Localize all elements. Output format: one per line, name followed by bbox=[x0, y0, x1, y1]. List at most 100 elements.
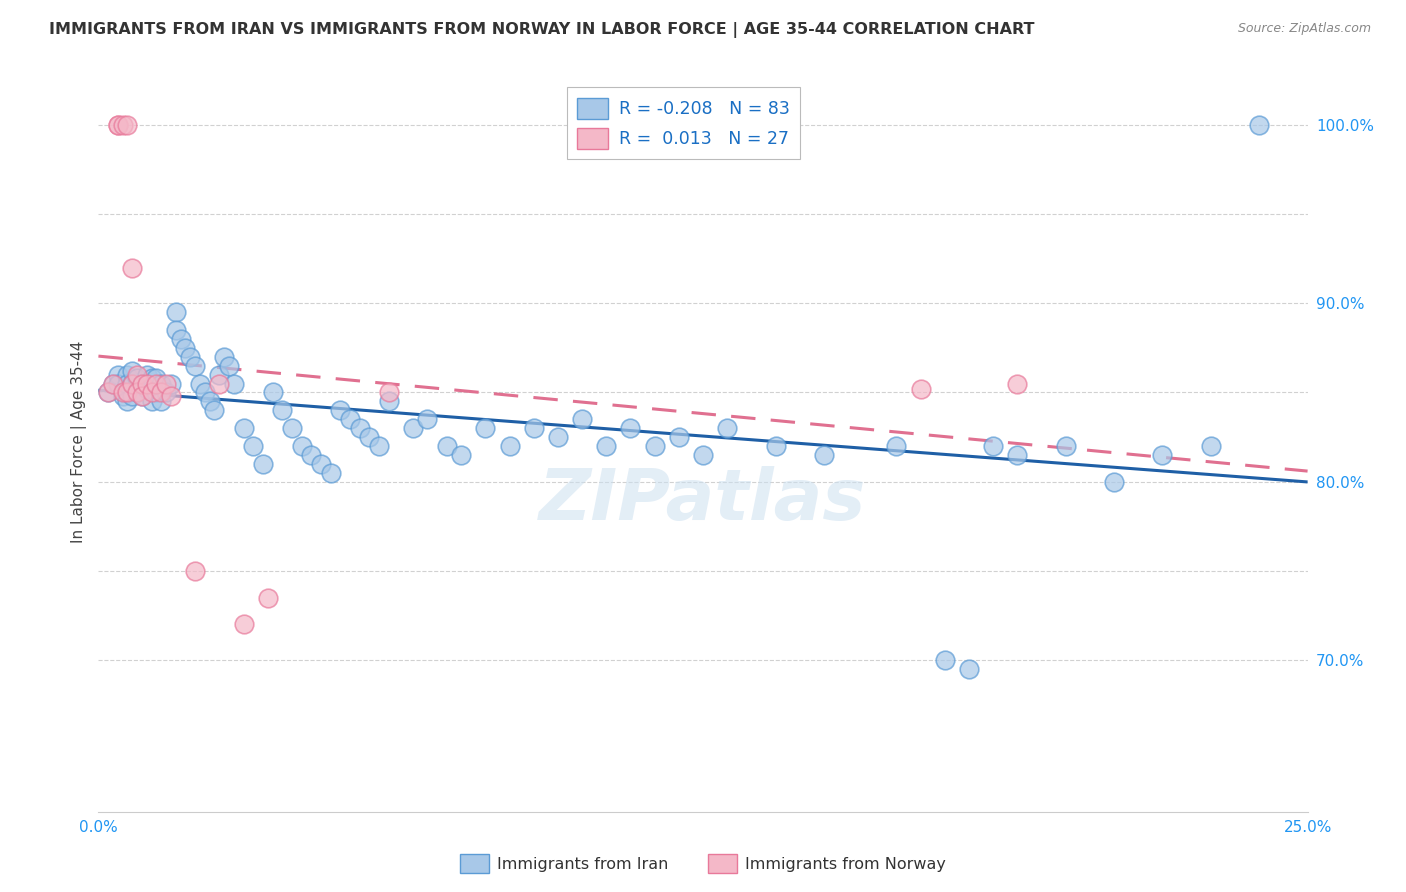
Point bbox=[271, 403, 294, 417]
Point bbox=[212, 350, 235, 364]
Point bbox=[692, 448, 714, 462]
Point bbox=[131, 376, 153, 391]
Point bbox=[135, 382, 157, 396]
Point bbox=[208, 368, 231, 382]
Point bbox=[981, 439, 1004, 453]
Point bbox=[111, 118, 134, 132]
Point bbox=[498, 439, 520, 453]
Point bbox=[1199, 439, 1222, 453]
Point bbox=[204, 403, 226, 417]
Point bbox=[155, 376, 177, 391]
Point bbox=[290, 439, 312, 453]
Point bbox=[165, 305, 187, 319]
Point bbox=[1152, 448, 1174, 462]
Point bbox=[135, 368, 157, 382]
Point bbox=[957, 662, 980, 676]
Point bbox=[131, 389, 153, 403]
Legend: R = -0.208   N = 83, R =  0.013   N = 27: R = -0.208 N = 83, R = 0.013 N = 27 bbox=[567, 87, 800, 160]
Point bbox=[141, 371, 163, 385]
Point bbox=[765, 439, 787, 453]
Point bbox=[165, 323, 187, 337]
Point bbox=[184, 359, 207, 373]
Point bbox=[117, 376, 139, 391]
Point bbox=[232, 421, 254, 435]
Point bbox=[619, 421, 641, 435]
Point bbox=[232, 617, 254, 632]
Point bbox=[716, 421, 738, 435]
Point bbox=[1102, 475, 1125, 489]
Point bbox=[256, 591, 278, 605]
Point bbox=[1007, 448, 1029, 462]
Point bbox=[281, 421, 304, 435]
Point bbox=[121, 260, 143, 275]
Point bbox=[359, 430, 381, 444]
Point bbox=[117, 385, 139, 400]
Point bbox=[155, 385, 177, 400]
Point bbox=[309, 457, 332, 471]
Point bbox=[547, 430, 569, 444]
Point bbox=[169, 332, 191, 346]
Point bbox=[107, 118, 129, 132]
Point bbox=[131, 376, 153, 391]
Point bbox=[145, 371, 167, 385]
Point bbox=[101, 376, 124, 391]
Point bbox=[107, 368, 129, 382]
Point bbox=[194, 385, 217, 400]
Point bbox=[813, 448, 835, 462]
Point bbox=[121, 364, 143, 378]
Text: ZIPatlas: ZIPatlas bbox=[540, 467, 866, 535]
Point bbox=[349, 421, 371, 435]
Point bbox=[127, 368, 149, 382]
Point bbox=[198, 394, 221, 409]
Point bbox=[179, 350, 201, 364]
Point bbox=[1054, 439, 1077, 453]
Point bbox=[111, 385, 134, 400]
Point bbox=[117, 368, 139, 382]
Point bbox=[150, 394, 173, 409]
Point bbox=[377, 385, 399, 400]
Point bbox=[644, 439, 666, 453]
Y-axis label: In Labor Force | Age 35-44: In Labor Force | Age 35-44 bbox=[72, 341, 87, 542]
Point bbox=[436, 439, 458, 453]
Point bbox=[184, 564, 207, 578]
Point bbox=[252, 457, 274, 471]
Point bbox=[121, 376, 143, 391]
Point bbox=[117, 394, 139, 409]
Point bbox=[474, 421, 496, 435]
Point bbox=[188, 376, 211, 391]
Text: Source: ZipAtlas.com: Source: ZipAtlas.com bbox=[1237, 22, 1371, 36]
Point bbox=[145, 385, 167, 400]
Point bbox=[262, 385, 284, 400]
Point bbox=[127, 371, 149, 385]
Point bbox=[121, 376, 143, 391]
Point bbox=[107, 376, 129, 391]
Point bbox=[450, 448, 472, 462]
Point bbox=[141, 385, 163, 400]
Point bbox=[97, 385, 120, 400]
Point bbox=[595, 439, 617, 453]
Point bbox=[174, 341, 197, 355]
Point bbox=[127, 385, 149, 400]
Point bbox=[377, 394, 399, 409]
Legend: Immigrants from Iran, Immigrants from Norway: Immigrants from Iran, Immigrants from No… bbox=[454, 847, 952, 880]
Point bbox=[242, 439, 264, 453]
Point bbox=[368, 439, 391, 453]
Point bbox=[1007, 376, 1029, 391]
Point bbox=[117, 118, 139, 132]
Point bbox=[135, 376, 157, 391]
Point bbox=[329, 403, 352, 417]
Point bbox=[339, 412, 361, 426]
Point bbox=[145, 376, 167, 391]
Point bbox=[160, 376, 183, 391]
Point bbox=[160, 389, 183, 403]
Point bbox=[150, 385, 173, 400]
Point bbox=[127, 385, 149, 400]
Point bbox=[208, 376, 231, 391]
Text: IMMIGRANTS FROM IRAN VS IMMIGRANTS FROM NORWAY IN LABOR FORCE | AGE 35-44 CORREL: IMMIGRANTS FROM IRAN VS IMMIGRANTS FROM … bbox=[49, 22, 1035, 38]
Point bbox=[886, 439, 908, 453]
Point bbox=[107, 118, 129, 132]
Point bbox=[150, 376, 173, 391]
Point bbox=[111, 385, 134, 400]
Point bbox=[523, 421, 546, 435]
Point bbox=[910, 382, 932, 396]
